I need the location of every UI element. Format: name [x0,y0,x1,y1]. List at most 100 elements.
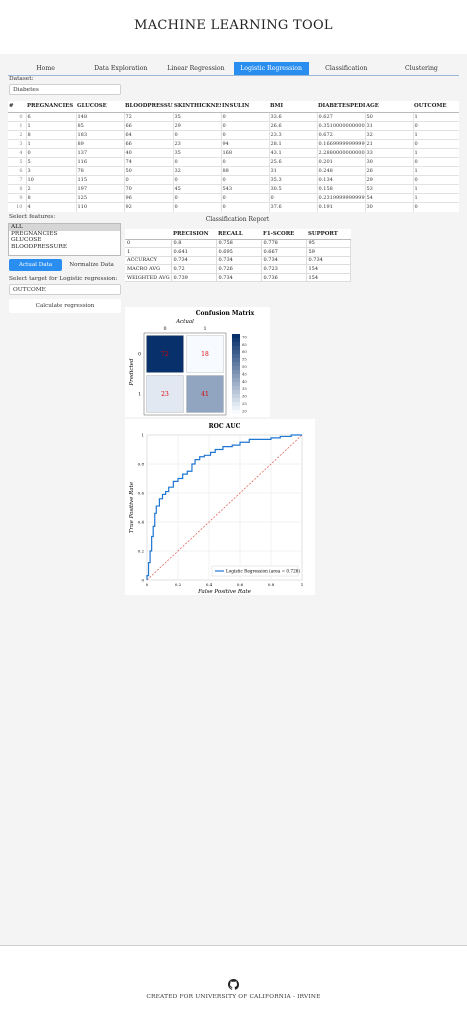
report-cell: 0.734 [261,256,307,266]
row-index: 10 [8,202,27,212]
roc-y-tick: 0.2 [138,548,145,553]
cm-colorbar-segment [232,382,240,387]
report-cell: 0.695 [216,247,262,257]
report-cell: 154 [306,264,351,274]
tab-data-exploration[interactable]: Data Exploration [94,65,148,72]
report-cell: 0.734 [216,273,262,283]
table-cell: 94 [221,139,270,149]
column-header: GLUCOSE [76,101,124,113]
table-cell: 32 [365,130,414,140]
cm-cell-label: 72 [161,351,169,358]
target-select[interactable]: OUTCOME [9,284,121,295]
report-cell: MACRO AVG [125,264,172,274]
feature-option[interactable]: PREGNANCIES [11,230,58,237]
cm-colorbar-segment [232,338,240,343]
report-cell: 0.739 [171,273,217,283]
tab-clustering[interactable]: Clustering [404,65,438,72]
table-cell: 0 [173,202,222,212]
cm-colorbar-segment [232,374,240,379]
cm-colorbar-tick: 55 [242,357,247,362]
table-cell: 125 [76,193,125,204]
report-cell: 0.726 [216,264,262,274]
row-index: 2 [8,130,27,140]
cm-cell [146,375,184,413]
table-cell: 0.35100000000000003 [317,121,366,131]
cm-colorbar-segment [232,402,240,407]
cm-xlabel: Actual [175,319,194,325]
table-cell: 148 [76,112,125,122]
cm-colorbar-segment [232,354,240,359]
table-cell: 0 [221,112,270,122]
data-table[interactable]: #PREGNANCIESGLUCOSEBLOODPRESSURESKINTHIC… [8,101,459,212]
table-cell: 31 [269,166,318,177]
table-cell: 35.3 [269,175,318,186]
table-row: 10 4 110 92 0 0 37.6 0.191 30 0 [8,202,459,212]
tab-classification[interactable]: Classification [325,65,368,72]
target-label: Select target for Logistic regression: [9,276,118,282]
cm-cell-label: 23 [161,391,169,398]
table-cell: 0.134 [317,175,366,186]
app-title: MACHINE LEARNING TOOL [134,18,333,33]
normalize-data-button[interactable]: Normalize Data [64,259,119,271]
report-row: ACCURACY 0.734 0.734 0.734 0.734 [125,256,351,266]
cm-colorbar-segment [232,394,240,399]
dataset-select[interactable]: Diabetes [9,84,121,95]
row-index: 4 [8,148,27,158]
table-cell: 30.5 [269,184,318,195]
table-cell: 0 [173,157,222,168]
table-cell: 0 [221,193,270,204]
report-row: WEIGHTED AVG 0.739 0.734 0.736 154 [125,273,351,283]
actual-data-button[interactable]: Actual Data [9,259,62,271]
cm-colorbar-tick: 25 [242,401,247,406]
cm-colorbar-segment [232,346,240,351]
table-cell: 96 [124,193,174,204]
cm-colorbar-tick: 60 [242,349,247,354]
calculate-regression-button[interactable]: Calculate regression [9,299,121,313]
report-cell: 0.736 [261,273,307,283]
roc-x-tick: 0.8 [268,582,275,587]
feature-option[interactable]: BLOODPRESSURE [11,243,68,250]
table-cell: 1 [413,193,459,204]
cm-cell [146,335,184,373]
table-cell: 25.6 [269,157,318,168]
table-cell: 66 [124,121,174,131]
tab-linear-regression[interactable]: Linear Regression [167,65,225,72]
table-cell: 35 [173,112,222,122]
table-cell: 54 [365,193,414,204]
cm-colorbar-segment [232,362,240,367]
table-cell: 21 [365,139,414,149]
cm-colorbar-tick: 20 [242,408,247,413]
roc-title: ROC AUC [209,423,241,430]
column-header: DIABETESPEDIGREEFUNCTION [317,101,365,113]
table-cell: 543 [221,184,270,195]
footer-credit: CREATED FOR UNIVERSITY OF CALIFORNIA - I… [146,994,321,1000]
column-header: # [8,101,26,113]
github-icon[interactable] [228,979,239,990]
cm-x-tick: 1 [204,326,207,332]
report-column-header [125,229,171,240]
tab-logistic-regression[interactable]: Logistic Regression [233,62,309,75]
table-cell: 29 [365,175,414,186]
table-cell: 0.16699999999999998 [317,139,366,149]
classification-report-table: PRECISION RECALL F1-SCORE SUPPORT 0 0.8 0.758… [125,229,351,283]
feature-option[interactable]: ALL [9,224,120,231]
tab-home[interactable]: Home [36,65,55,72]
report-column-header: RECALL [216,229,261,240]
cm-y-tick: 0 [138,352,141,358]
roc-y-tick: 0.8 [138,461,145,466]
features-listbox[interactable]: ALL PREGNANCIES GLUCOSE BLOODPRESSURE [8,223,121,256]
cm-colorbar-segment [232,406,240,411]
report-cell: 0.734 [306,256,351,266]
feature-option[interactable]: GLUCOSE [11,237,42,244]
table-cell: 0 [221,121,270,131]
roc-legend-label: Logistic Regression (area = 0.726) [226,569,300,574]
cm-colorbar-segment [232,386,240,391]
table-cell: 0.627 [317,112,366,122]
table-cell: 0 [173,193,222,204]
report-cell: 0.641 [171,247,217,257]
table-cell: 1 [413,184,459,195]
row-index: 1 [8,121,27,131]
